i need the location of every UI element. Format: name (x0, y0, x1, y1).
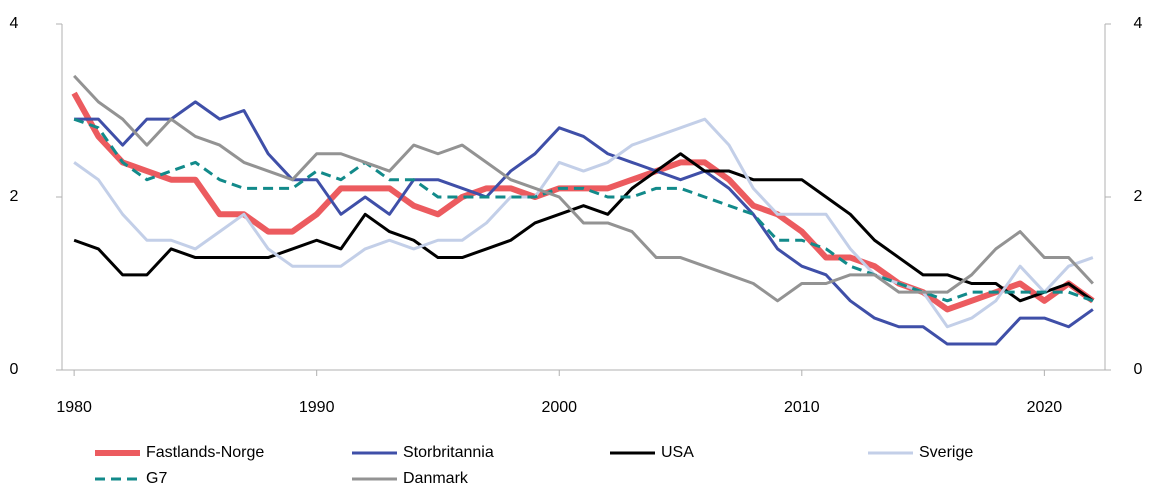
x-tick-label: 2020 (1027, 399, 1063, 416)
legend-item: USA (610, 444, 694, 461)
legend-item: Sverige (868, 444, 973, 461)
line-series (73, 152, 1094, 303)
x-tick-label: 2000 (541, 399, 577, 416)
y2-tick-label: 4 (1134, 15, 1143, 32)
legend-label: Sverige (919, 444, 973, 461)
y-tick-label: 0 (10, 361, 19, 378)
line-series (73, 74, 1094, 303)
y2-tick-label: 2 (1134, 188, 1143, 205)
legend-item: Danmark (352, 470, 469, 487)
legend-label: Storbritannia (403, 444, 494, 461)
legend-item: G7 (95, 470, 167, 487)
x-tick-label: 1990 (299, 399, 335, 416)
x-tick-label: 1980 (56, 399, 92, 416)
y-tick-label: 4 (10, 15, 19, 32)
x-tick-label: 2010 (784, 399, 820, 416)
legend-item: Storbritannia (352, 444, 494, 461)
y-tick-label: 2 (10, 188, 19, 205)
legend-item: Fastlands-Norge (95, 444, 264, 461)
y2-tick-label: 0 (1134, 361, 1143, 378)
line-series (71, 91, 1095, 313)
legend-label: USA (661, 444, 694, 461)
legend-label: G7 (146, 470, 167, 487)
line-series (74, 100, 1094, 346)
line-series (73, 117, 1094, 303)
legend-label: Fastlands-Norge (146, 444, 264, 461)
legend-label: Danmark (403, 470, 469, 487)
